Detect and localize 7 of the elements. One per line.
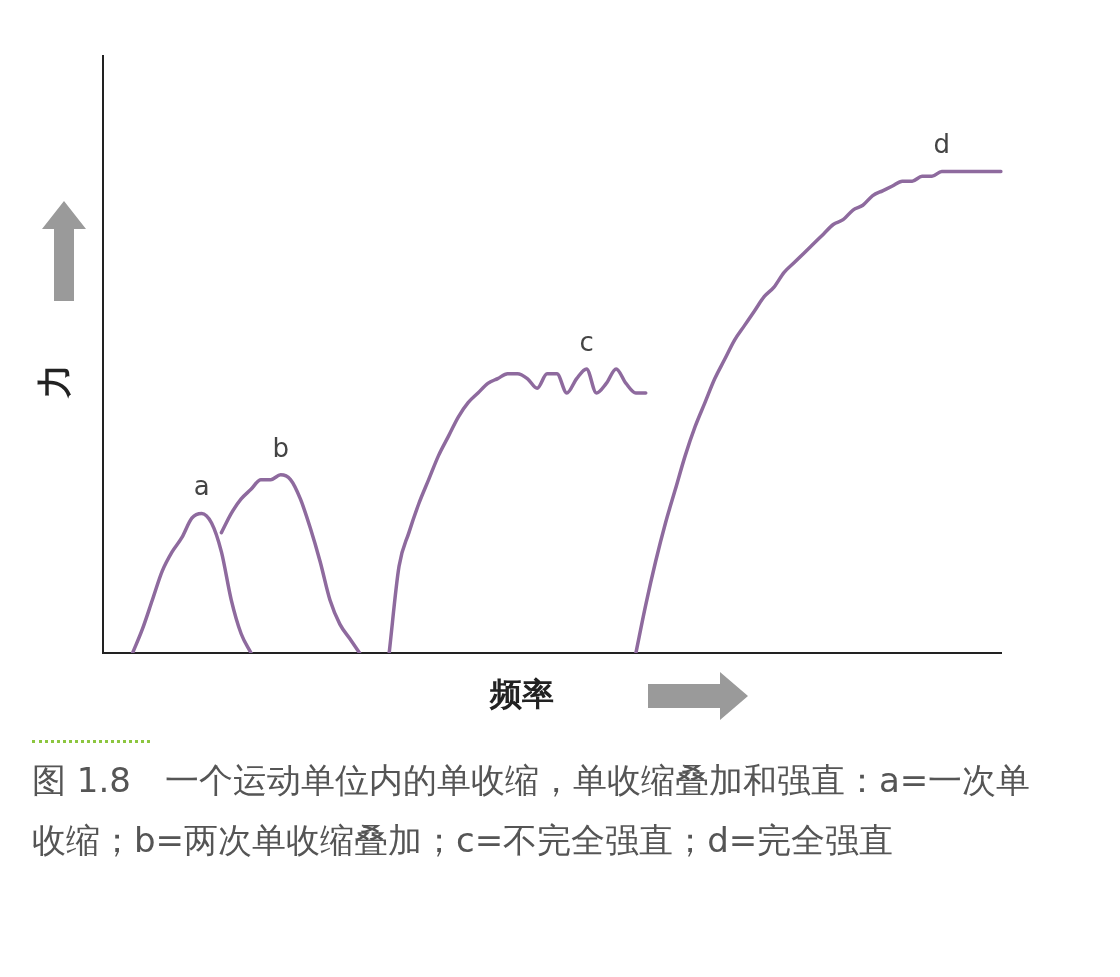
series-label: a <box>193 471 210 502</box>
y-axis-title: 力 <box>33 364 75 398</box>
series-label: b <box>272 432 289 463</box>
series-label: d <box>933 129 951 160</box>
x-axis-title: 频率 <box>490 674 554 715</box>
series-label: c <box>579 326 594 357</box>
caption: 图 1.8 一个运动单位内的单收缩，单收缩叠加和强直：a=一次单收缩；b=两次单收缩叠加；c=不完全强直；d=完全强直 <box>32 759 1032 862</box>
